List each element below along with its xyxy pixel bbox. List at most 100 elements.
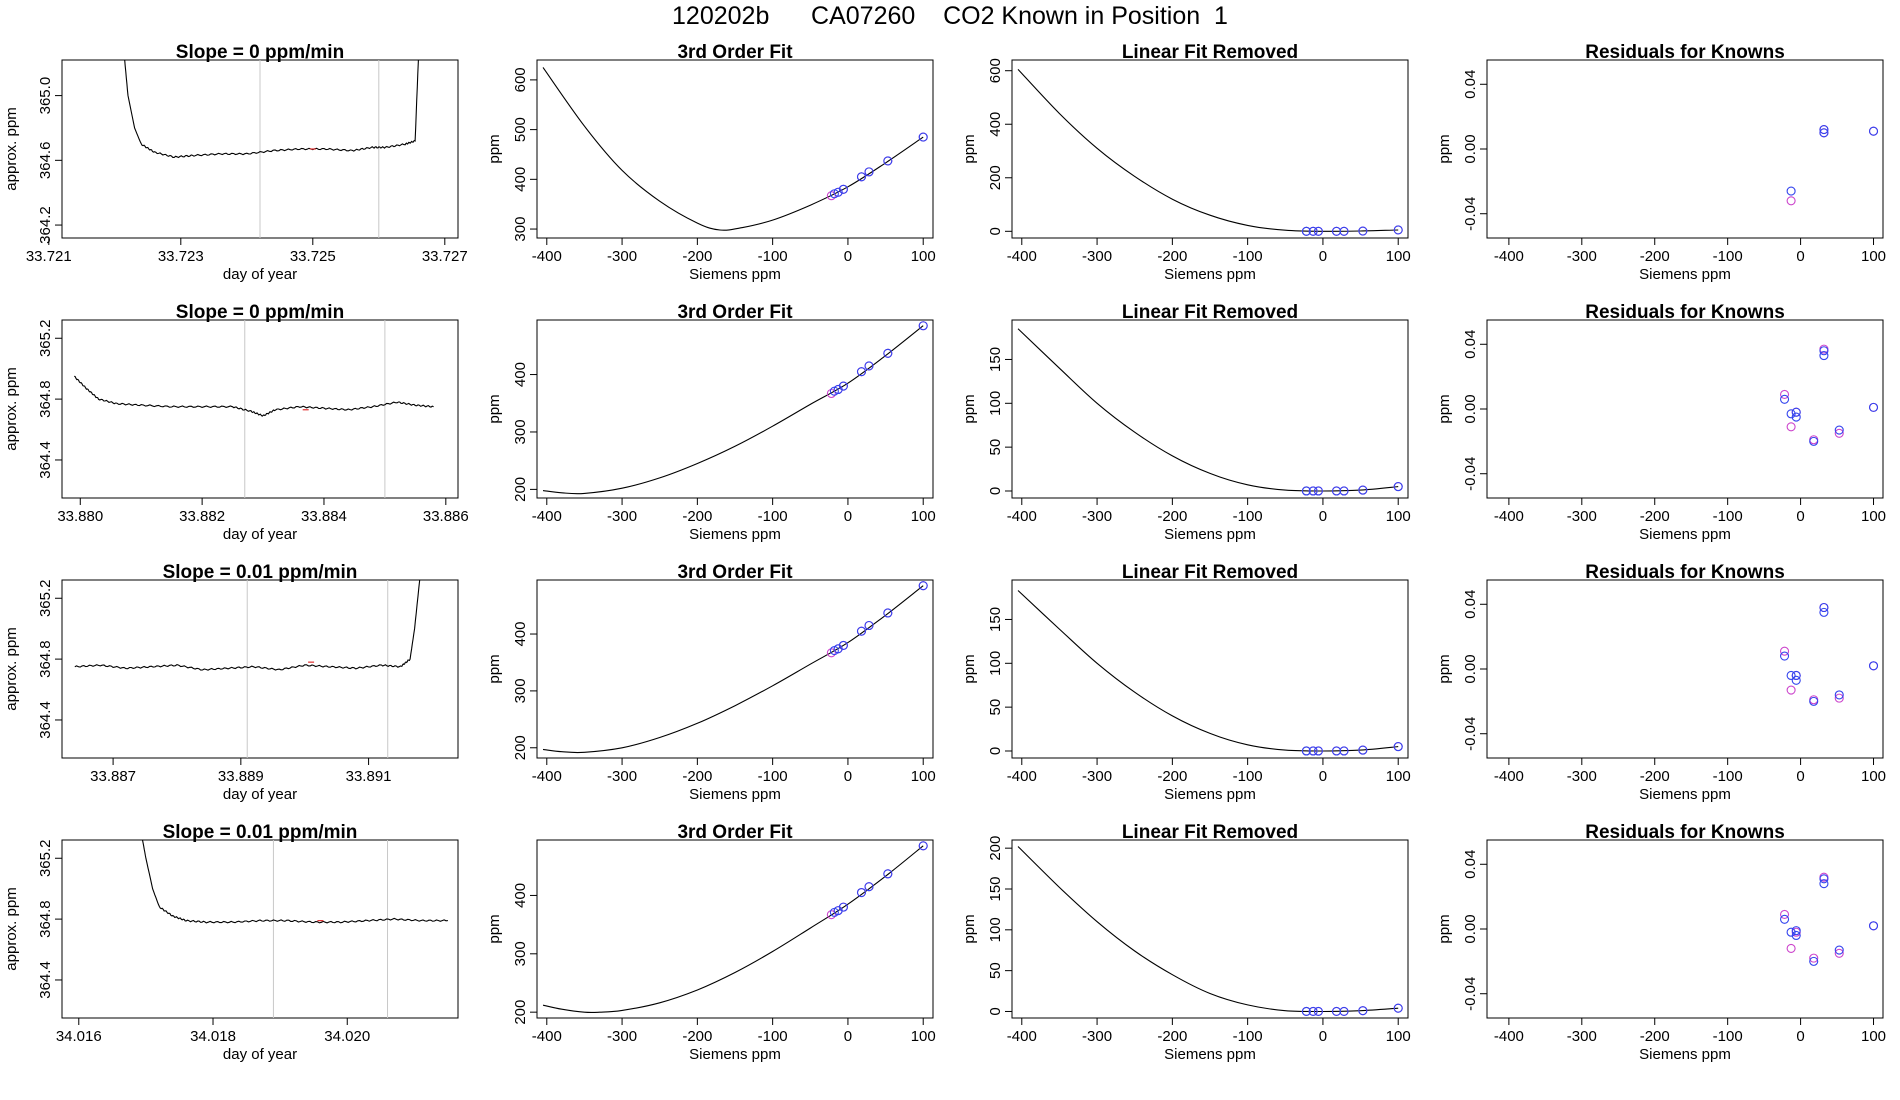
- x-tick-label: 0: [1319, 508, 1327, 525]
- known-point-magenta: [1786, 422, 1796, 432]
- chart-title: Slope = 0 ppm/min: [176, 302, 344, 323]
- x-axis-label: Siemens ppm: [689, 1046, 781, 1063]
- x-tick-label: 33.721: [26, 248, 72, 265]
- chart-panel: Slope = 0.01 ppm/min 33.887 33.889 33.891 da…: [0, 560, 475, 820]
- x-tick-label: -300: [1082, 508, 1112, 525]
- known-point-blue: [838, 381, 848, 391]
- y-tick-label: 100: [987, 651, 1004, 676]
- known-point-blue: [864, 167, 874, 177]
- x-axis-label: Siemens ppm: [1164, 786, 1256, 803]
- y-tick-label: 100: [987, 391, 1004, 416]
- y-axis-label: ppm: [961, 134, 978, 163]
- y-axis-label: ppm: [486, 134, 503, 163]
- y-tick-label: 150: [987, 607, 1004, 632]
- x-tick-label: 33.723: [158, 248, 204, 265]
- known-point-blue: [1339, 746, 1349, 756]
- x-tick-label: -300: [1567, 1028, 1597, 1045]
- known-point-blue: [1819, 351, 1829, 361]
- x-tick-label: -400: [1007, 768, 1037, 785]
- y-tick-label: 364.4: [37, 441, 54, 479]
- x-tick-label: 33.727: [422, 248, 468, 265]
- known-point-blue: [1809, 956, 1819, 966]
- y-tick-label: 100: [987, 917, 1004, 942]
- x-tick-label: 33.889: [218, 768, 264, 785]
- x-tick-label: 100: [911, 508, 936, 525]
- y-tick-label: 0.00: [1462, 134, 1479, 163]
- known-point-blue: [1308, 226, 1318, 236]
- known-point-blue: [1313, 486, 1323, 496]
- chart-panel: 3rd Order Fit -400 -300 -200 -100 0 100 Siemens…: [475, 40, 950, 300]
- plot-frame: [1486, 839, 1884, 1019]
- known-point-blue: [833, 187, 843, 197]
- known-point-blue: [1819, 602, 1829, 613]
- x-tick-label: -400: [532, 508, 562, 525]
- chart-title: Linear Fit Removed: [1122, 822, 1298, 843]
- y-tick-label: 0: [987, 1007, 1004, 1015]
- x-tick-label: -100: [1233, 248, 1263, 265]
- known-point-blue: [1301, 226, 1311, 236]
- x-tick-label: -300: [1082, 1028, 1112, 1045]
- x-tick-label: 34.018: [190, 1028, 236, 1045]
- x-tick-label: -200: [682, 1028, 712, 1045]
- known-point-blue: [1834, 425, 1844, 435]
- x-tick-label: 33.891: [346, 768, 392, 785]
- x-tick-label: -400: [1007, 1028, 1037, 1045]
- y-tick-label: 364.2: [37, 206, 54, 244]
- chart-title: Linear Fit Removed: [1122, 562, 1298, 583]
- chart-title: Slope = 0.01 ppm/min: [163, 562, 358, 583]
- known-point-magenta: [1786, 685, 1796, 695]
- x-tick-label: -200: [682, 508, 712, 525]
- x-tick-label: -100: [1233, 1028, 1263, 1045]
- chart-title: 3rd Order Fit: [677, 822, 793, 843]
- known-point-blue: [1834, 690, 1844, 700]
- x-tick-label: 0: [1796, 248, 1804, 265]
- chart-svg: 3rd Order Fit -400 -300 -200 -100 0 100 Siemens…: [486, 562, 936, 803]
- known-point-blue: [1393, 482, 1403, 492]
- chart-panel: Linear Fit Removed -400 -300 -200 -100 0 100 Si…: [950, 560, 1425, 820]
- known-point-blue: [1358, 226, 1368, 236]
- x-tick-label: -200: [1157, 768, 1187, 785]
- y-axis-label: ppm: [961, 394, 978, 423]
- x-tick-label: 33.886: [423, 508, 469, 525]
- x-tick-label: -300: [607, 248, 637, 265]
- x-tick-label: -300: [1567, 768, 1597, 785]
- x-tick-label: 0: [1796, 1028, 1804, 1045]
- known-point-magenta: [1786, 196, 1796, 206]
- y-tick-label: 364.4: [37, 701, 54, 739]
- known-point-magenta: [1779, 909, 1790, 919]
- known-point-blue: [1358, 1006, 1368, 1016]
- known-point-blue: [1313, 226, 1323, 236]
- plot-frame: [536, 839, 934, 1019]
- chart-panel: 3rd Order Fit -400 -300 -200 -100 0 100 Siemens…: [475, 300, 950, 560]
- y-tick-label: -0.04: [1462, 717, 1479, 751]
- y-tick-label: -0.04: [1462, 977, 1479, 1011]
- y-axis-label: ppm: [486, 394, 503, 423]
- y-tick-label: 400: [987, 112, 1004, 137]
- chart-panel: Linear Fit Removed -400 -300 -200 -100 0 100 Si…: [950, 300, 1425, 560]
- y-tick-label: 0: [987, 747, 1004, 755]
- x-tick-label: -300: [1567, 248, 1597, 265]
- y-axis-label: approx. ppm: [3, 367, 20, 450]
- known-point-magenta: [826, 648, 836, 658]
- plot-frame: [1011, 319, 1409, 499]
- x-tick-label: -300: [607, 768, 637, 785]
- known-point-blue: [864, 882, 874, 892]
- x-tick-label: -100: [1233, 768, 1263, 785]
- y-tick-label: 50: [987, 699, 1004, 716]
- known-point-blue: [883, 608, 893, 618]
- fit-curve: [542, 585, 924, 754]
- x-tick-label: -100: [1233, 508, 1263, 525]
- known-point-magenta: [1779, 646, 1790, 656]
- known-point-blue: [838, 184, 848, 194]
- x-tick-label: -100: [1713, 508, 1743, 525]
- chart-svg: Slope = 0.01 ppm/min 33.887 33.889 33.891 da…: [3, 562, 459, 803]
- known-point-blue: [1301, 746, 1311, 756]
- x-axis-label: Siemens ppm: [1639, 266, 1731, 283]
- chart-svg: Linear Fit Removed -400 -300 -200 -100 0 100 Si…: [961, 562, 1411, 803]
- known-point-blue: [1791, 675, 1801, 685]
- known-point-blue: [1868, 126, 1879, 136]
- y-axis-label: ppm: [1436, 394, 1453, 423]
- known-point-blue: [1308, 746, 1318, 756]
- chart-svg: Residuals for Knowns -400 -300 -200 -100 0 100…: [1436, 302, 1886, 543]
- known-point-blue: [1339, 226, 1349, 236]
